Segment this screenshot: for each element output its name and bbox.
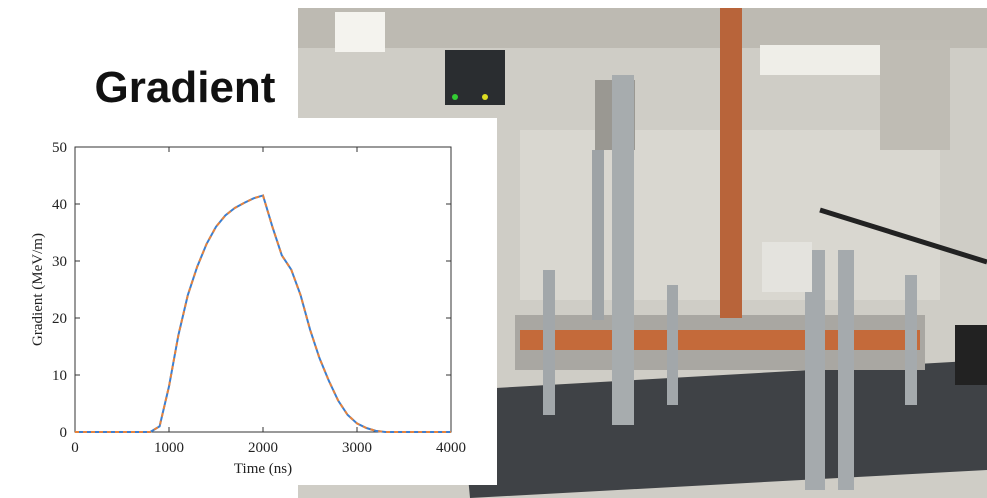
x-axis-label: Time (ns) [234,461,292,477]
x-tick-label: 4000 [436,440,466,456]
line-dash [75,194,451,433]
chart-panel [0,118,497,485]
y-tick-label: 30 [52,254,67,270]
chart: 0 10 20 30 40 50 0 1000 2000 3000 4000 Time (ns) Gra… [30,140,466,477]
x-tick-label: 0 [71,440,79,456]
y-tick-label: 50 [52,140,67,156]
y-tick-label: 40 [52,197,67,213]
x-tick-label: 1000 [154,440,184,456]
lab-photo [298,8,987,498]
y-axis-label: Gradient (MeV/m) [30,233,46,346]
x-tick-label: 2000 [248,440,278,456]
x-tick-label: 3000 [342,440,372,456]
y-tick-label: 10 [52,368,67,384]
y-tick-label: 20 [52,311,67,327]
chart-title: Gradient [95,63,276,112]
y-tick-label: 0 [60,425,68,441]
